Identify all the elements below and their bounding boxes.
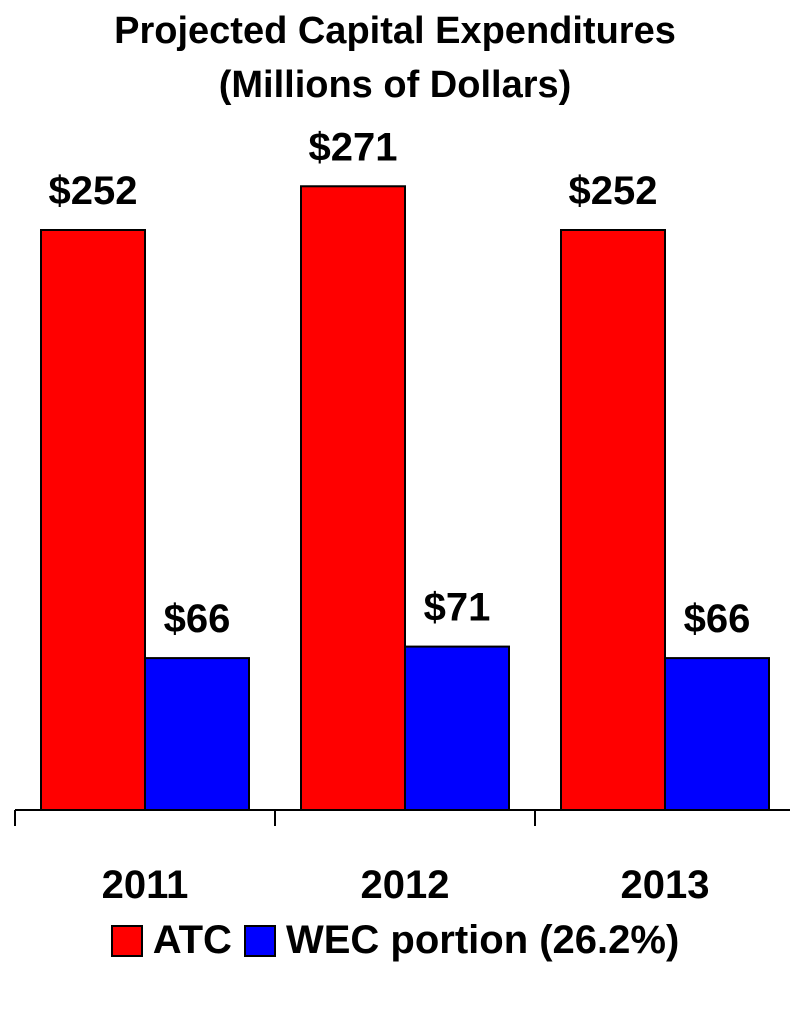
data-label-wec-2013: $66 (684, 597, 751, 641)
bar-atc-2013 (560, 229, 666, 811)
chart-subtitle: (Millions of Dollars) (218, 64, 572, 106)
legend-swatch-wec (243, 924, 276, 957)
bar-atc-2012 (300, 185, 406, 811)
legend-label-atc: ATC (152, 918, 232, 962)
data-label-atc-2013: $252 (569, 169, 658, 213)
x-tick-label-2011: 2011 (102, 863, 189, 900)
bar-wec-2011 (144, 657, 250, 811)
x-tick-label-2013: 2013 (621, 863, 710, 900)
legend: ATC WEC portion (26.2%) (0, 918, 790, 963)
data-label-wec-2012: $71 (424, 586, 491, 630)
chart-title: Projected Capital Expenditures (114, 10, 676, 52)
bar-wec-2012 (404, 645, 510, 811)
bar-chart: $252 $66 2011 $271 $71 2012 $252 $66 2013 (14, 125, 790, 900)
legend-label-wec: WEC portion (26.2%) (285, 918, 680, 962)
data-label-atc-2011: $252 (49, 169, 138, 213)
x-tick-label-2012: 2012 (361, 863, 450, 900)
bar-wec-2013 (664, 657, 770, 811)
bar-atc-2011 (40, 229, 146, 811)
legend-item-atc: ATC (110, 918, 232, 963)
data-label-wec-2011: $66 (164, 597, 231, 641)
legend-item-wec: WEC portion (26.2%) (243, 918, 680, 963)
data-label-atc-2012: $271 (309, 125, 398, 169)
legend-swatch-atc (110, 924, 143, 957)
